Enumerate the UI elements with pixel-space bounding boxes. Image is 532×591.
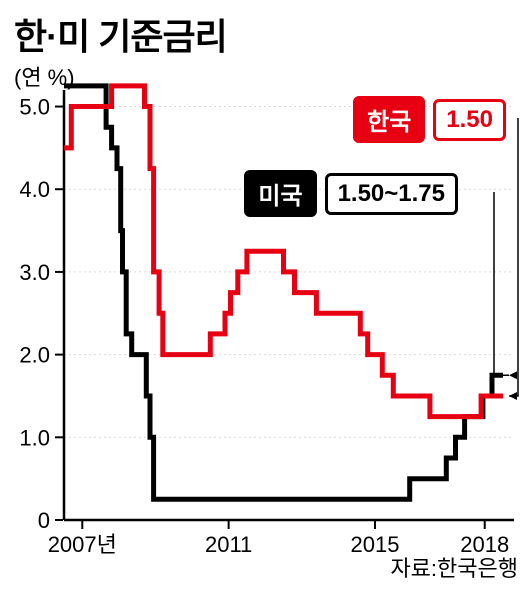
- chart-title: 한·미 기준금리: [14, 8, 227, 60]
- legend-korea-value: 1.50: [433, 99, 506, 141]
- svg-text:0: 0: [38, 508, 50, 533]
- legend-korea-name: 한국: [353, 96, 425, 143]
- svg-text:1.0: 1.0: [19, 425, 50, 450]
- chart-source: 자료:한국은행: [390, 551, 518, 583]
- svg-text:4.0: 4.0: [19, 177, 50, 202]
- svg-text:2.0: 2.0: [19, 343, 50, 368]
- legend-korea: 한국 1.50: [353, 96, 506, 143]
- y-axis-unit-label: (연 %): [14, 60, 75, 92]
- legend-us-value: 1.50~1.75: [325, 173, 458, 215]
- svg-text:3.0: 3.0: [19, 260, 50, 285]
- legend-us: 미국 1.50~1.75: [244, 170, 458, 217]
- svg-text:2011: 2011: [205, 532, 252, 557]
- svg-text:2007년: 2007년: [48, 532, 117, 557]
- line-chart: 01.02.03.04.05.02007년201120152018: [0, 0, 532, 591]
- legend-us-name: 미국: [244, 170, 316, 217]
- chart-container: 한·미 기준금리 (연 %) 0 1.0 2.0 3.0 4.0 5.0 2007년 2011…: [0, 0, 532, 591]
- svg-text:5.0: 5.0: [19, 95, 50, 120]
